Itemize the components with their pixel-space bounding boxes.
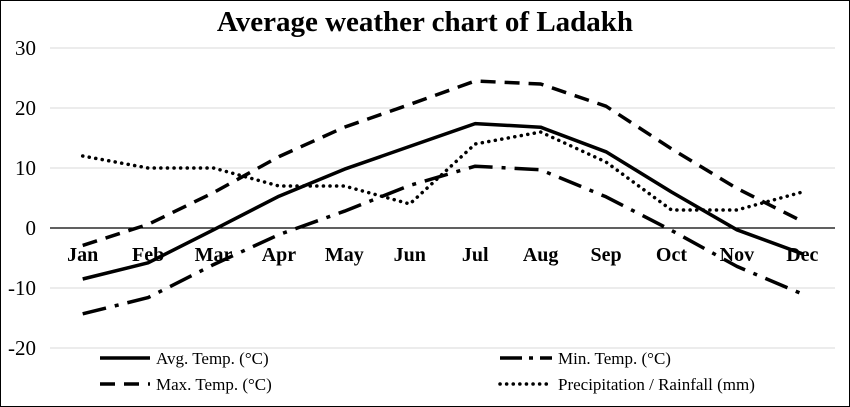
x-tick-label: Mar bbox=[195, 244, 233, 266]
y-tick-label: 30 bbox=[15, 36, 36, 60]
legend-label: Precipitation / Rainfall (mm) bbox=[558, 375, 755, 394]
y-tick-label: 0 bbox=[26, 216, 37, 240]
x-tick-label: Aug bbox=[523, 244, 559, 266]
x-tick-label: Dec bbox=[786, 244, 818, 266]
y-tick-label: 10 bbox=[15, 156, 36, 180]
x-tick-label: May bbox=[325, 244, 364, 266]
legend-label: Max. Temp. (°C) bbox=[156, 375, 272, 394]
series-line-dashed bbox=[82, 79, 804, 248]
series-line-solid bbox=[82, 121, 803, 281]
x-tick-label: Sep bbox=[590, 244, 621, 266]
chart-title: Average weather chart of Ladakh bbox=[216, 6, 634, 38]
x-tick-label: Jan bbox=[67, 244, 98, 266]
y-tick-label: -10 bbox=[8, 276, 36, 300]
series-line-dotted bbox=[80, 130, 805, 212]
x-tick-label: Oct bbox=[656, 244, 687, 266]
y-tick-label: 20 bbox=[15, 96, 36, 120]
x-tick-label: Nov bbox=[720, 244, 754, 266]
x-tick-label: Feb bbox=[132, 244, 164, 266]
x-tick-label: Apr bbox=[262, 244, 297, 266]
y-tick-label: -20 bbox=[8, 336, 36, 360]
x-tick-label: Jul bbox=[462, 244, 489, 266]
x-tick-label: Jun bbox=[394, 244, 426, 266]
legend-label: Min. Temp. (°C) bbox=[558, 349, 671, 368]
legend-label: Avg. Temp. (°C) bbox=[156, 349, 269, 368]
